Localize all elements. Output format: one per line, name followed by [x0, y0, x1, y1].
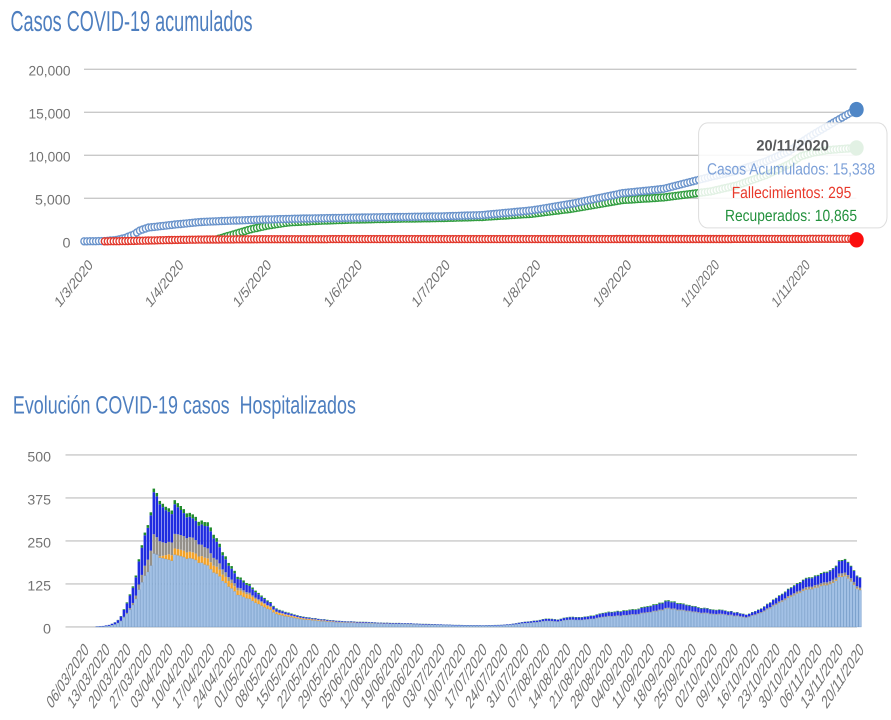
svg-text:125: 125	[27, 579, 51, 594]
svg-text:Casos Acumulados: 15,338: Casos Acumulados: 15,338	[707, 159, 875, 178]
svg-text:15,000: 15,000	[29, 107, 71, 122]
svg-text:375: 375	[27, 493, 51, 508]
svg-text:Casos COVID-19 acumulados: Casos COVID-19 acumulados	[11, 5, 253, 38]
svg-text:5,000: 5,000	[35, 193, 71, 208]
svg-text:500: 500	[27, 450, 51, 465]
svg-text:250: 250	[27, 536, 51, 551]
svg-text:0: 0	[63, 236, 71, 251]
svg-text:Fallecimientos: 295: Fallecimientos: 295	[732, 183, 852, 202]
svg-text:10,000: 10,000	[29, 150, 71, 165]
svg-text:Evolución COVID-19 casos Hosp: Evolución COVID-19 casos Hospitalizados	[13, 392, 356, 420]
svg-text:0: 0	[43, 622, 51, 637]
svg-text:20/11/2020: 20/11/2020	[756, 137, 829, 155]
svg-text:20,000: 20,000	[29, 64, 71, 79]
svg-text:Recuperados: 10,865: Recuperados: 10,865	[725, 206, 857, 225]
